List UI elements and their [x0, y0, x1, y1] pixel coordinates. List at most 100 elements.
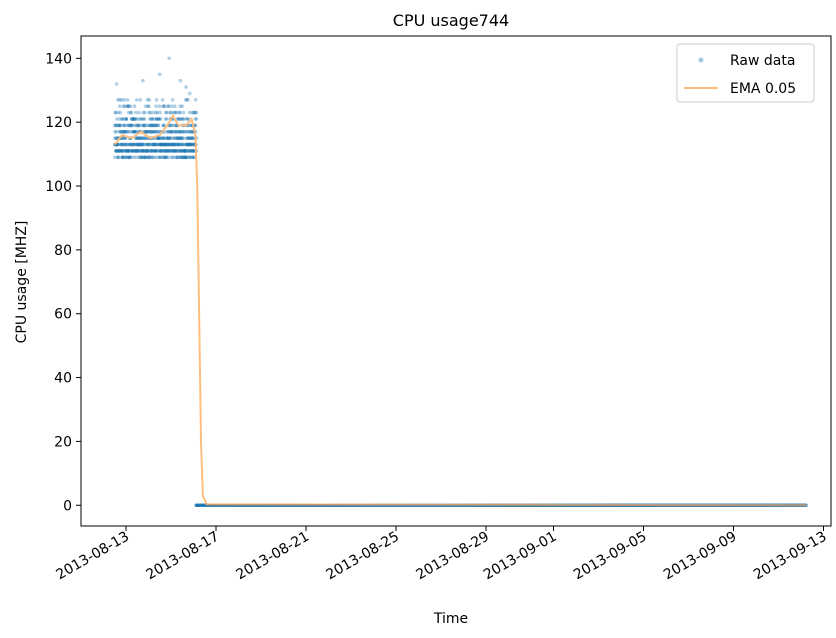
- raw-data-point: [184, 155, 188, 160]
- raw-data-point: [140, 149, 144, 153]
- raw-data-point: [129, 117, 134, 121]
- raw-data-point: [141, 155, 145, 160]
- raw-data-point: [181, 142, 185, 147]
- raw-data-point: [157, 136, 161, 140]
- raw-data-point: [166, 104, 171, 109]
- raw-data-point: [157, 117, 162, 121]
- raw-data-point: [180, 136, 185, 140]
- raw-data-point: [128, 123, 133, 128]
- raw-data-point: [127, 155, 132, 160]
- x-tick-label: 2013-08-29: [414, 529, 492, 584]
- raw-data-point: [147, 155, 151, 160]
- raw-data-point: [187, 155, 192, 160]
- raw-data-point: [131, 117, 136, 121]
- raw-data-point: [120, 155, 124, 160]
- raw-data-point: [125, 142, 130, 147]
- raw-data-point: [135, 149, 140, 153]
- raw-data-point: [158, 142, 163, 147]
- raw-data-point: [177, 129, 182, 134]
- raw-data-point: [126, 110, 131, 115]
- raw-data-point: [124, 149, 129, 153]
- raw-data-point: [186, 149, 190, 153]
- raw-data-point: [152, 117, 157, 121]
- raw-data-point: [160, 142, 165, 147]
- raw-data-point: [129, 123, 134, 128]
- raw-data-point: [125, 98, 130, 102]
- raw-data-point: [127, 149, 131, 153]
- raw-data-point: [174, 149, 179, 153]
- raw-data-point: [152, 129, 156, 134]
- raw-data-point: [162, 149, 166, 153]
- raw-data-point: [162, 136, 166, 140]
- raw-data-point: [161, 123, 166, 128]
- raw-data-point: [174, 136, 179, 140]
- raw-data-point: [127, 155, 132, 160]
- raw-data-point: [186, 149, 190, 153]
- raw-data-point: [112, 155, 117, 160]
- raw-data-point: [141, 78, 145, 83]
- raw-data-point: [128, 155, 132, 160]
- raw-data-point: [138, 98, 143, 102]
- raw-data-point: [172, 142, 177, 147]
- raw-data-point: [189, 142, 194, 147]
- raw-data-point: [152, 149, 157, 153]
- raw-data-point: [165, 149, 170, 153]
- raw-data-point: [180, 117, 184, 121]
- raw-data-point: [118, 129, 123, 134]
- raw-data-point: [153, 149, 158, 153]
- raw-data-point: [183, 155, 187, 160]
- raw-data-point: [128, 142, 132, 147]
- raw-data-point: [145, 149, 149, 153]
- raw-data-point: [166, 142, 170, 147]
- x-tick-label: 2013-08-13: [54, 529, 132, 584]
- raw-data-point: [123, 149, 128, 153]
- raw-data-point: [184, 155, 189, 160]
- raw-data-point: [172, 149, 177, 153]
- raw-data-point: [157, 142, 161, 147]
- raw-data-point: [134, 129, 139, 134]
- raw-data-point: [114, 149, 119, 153]
- raw-data-point: [190, 136, 195, 140]
- raw-data-point: [126, 104, 130, 109]
- raw-data-point: [146, 149, 151, 153]
- raw-data-point: [146, 142, 150, 147]
- raw-data-point: [114, 129, 119, 134]
- raw-data-point: [138, 142, 143, 147]
- raw-data-point: [155, 149, 160, 153]
- legend-marker-raw-data: [698, 57, 704, 63]
- raw-data-point: [149, 129, 153, 134]
- raw-data-point: [153, 142, 158, 147]
- raw-data-point: [184, 136, 189, 140]
- raw-data-point: [121, 155, 126, 160]
- raw-data-point: [165, 136, 170, 140]
- raw-data-point: [188, 142, 193, 147]
- raw-data-point: [142, 117, 147, 121]
- raw-data-point: [132, 104, 137, 109]
- raw-data-point: [123, 142, 127, 147]
- raw-data-point: [165, 136, 169, 140]
- raw-data-point: [138, 136, 142, 140]
- x-tick-label: 2013-09-13: [751, 529, 829, 584]
- raw-data-point: [185, 129, 189, 134]
- raw-data-point: [114, 149, 119, 153]
- raw-data-point: [143, 149, 148, 153]
- raw-data-point: [185, 142, 190, 147]
- raw-data-point: [189, 129, 193, 134]
- raw-data-point: [155, 136, 160, 140]
- raw-data-point: [133, 129, 137, 134]
- raw-data-point: [187, 110, 192, 115]
- raw-data-point: [122, 98, 126, 102]
- raw-data-point: [116, 155, 121, 160]
- x-tick-label: 2013-09-05: [571, 529, 649, 584]
- raw-data-point: [130, 149, 135, 153]
- raw-data-point: [166, 129, 171, 134]
- raw-data-point: [122, 117, 126, 121]
- y-tick-label: 80: [54, 243, 72, 259]
- raw-data-point: [179, 155, 183, 160]
- raw-data-point: [148, 123, 152, 128]
- raw-data-point: [186, 98, 190, 102]
- raw-data-point: [171, 142, 176, 147]
- raw-data-point: [117, 104, 122, 109]
- raw-data-point: [166, 149, 171, 153]
- raw-data-point: [190, 149, 195, 153]
